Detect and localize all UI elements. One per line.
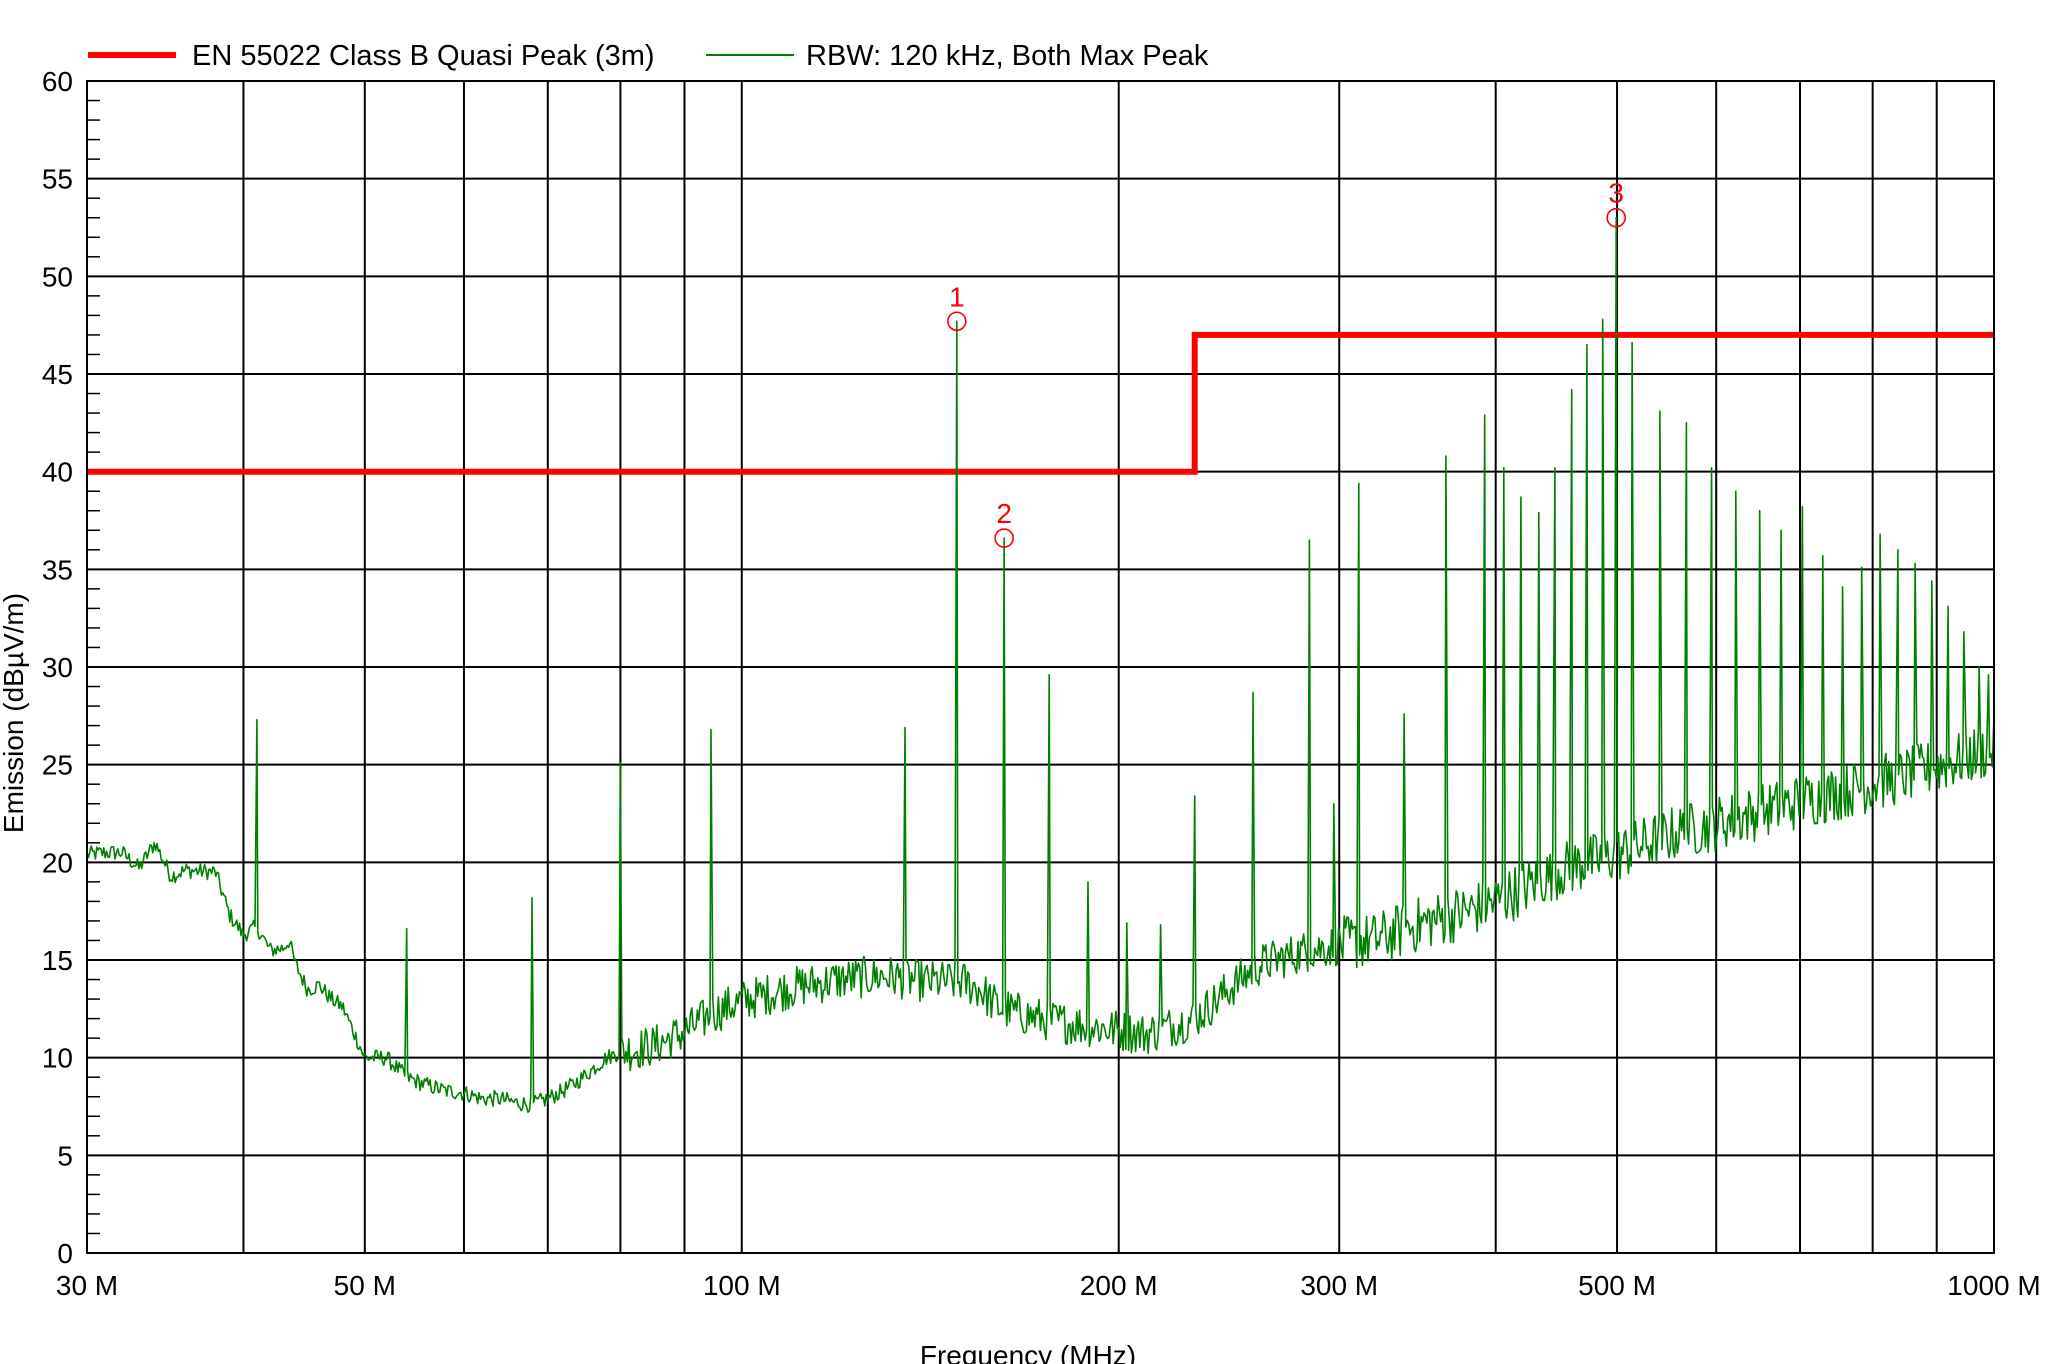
peak-marker-circle: [994, 528, 1014, 548]
plot-frame: [86, 80, 1995, 1254]
y-tick-label: 55: [42, 164, 73, 195]
grid: [86, 80, 1995, 1254]
peak-marker-label: 1: [949, 281, 965, 312]
y-tick-label: 20: [42, 847, 73, 878]
y-tick-label: 35: [42, 554, 73, 585]
x-tick-label: 1000 M: [1947, 1270, 2040, 1301]
limit-line: [87, 331, 1994, 475]
y-tick-label: 45: [42, 359, 73, 390]
legend-label-trace: RBW: 120 kHz, Both Max Peak: [806, 40, 1209, 72]
y-tick-label: 0: [57, 1238, 73, 1269]
y-tick-label: 60: [42, 66, 73, 97]
y-tick-label: 15: [42, 945, 73, 976]
x-axis-label: Frequency (MHz): [920, 1340, 1136, 1364]
peak-marker-label: 2: [996, 498, 1012, 529]
peak-marker-circle: [1606, 207, 1626, 228]
x-tick-label: 200 M: [1080, 1270, 1158, 1301]
y-axis-label: Emission (dBµV/m): [0, 593, 29, 833]
series-layer: [86, 216, 1995, 1113]
peak-marker-label: 3: [1608, 178, 1624, 209]
legend-label-limit: EN 55022 Class B Quasi Peak (3m): [192, 40, 655, 72]
peak-marker-circle: [947, 311, 967, 332]
y-tick-label: 40: [42, 457, 73, 488]
x-tick-label: 300 M: [1300, 1270, 1378, 1301]
y-tick-label: 5: [57, 1140, 73, 1171]
x-tick-labels: 30 M 50 M 100 M 200 M 300 M 500 M 1000 M: [56, 1270, 2041, 1301]
legend: EN 55022 Class B Quasi Peak (3m) RBW: 12…: [88, 40, 1209, 72]
y-tick-label: 25: [42, 750, 73, 781]
x-tick-label: 30 M: [56, 1270, 118, 1301]
minor-ticks: [87, 99, 100, 1235]
y-tick-label: 10: [42, 1043, 73, 1074]
y-tick-label: 50: [42, 261, 73, 292]
x-tick-label: 100 M: [703, 1270, 781, 1301]
markers: 1 2 3: [947, 178, 1626, 548]
x-tick-label: 50 M: [334, 1270, 396, 1301]
x-tick-label: 500 M: [1578, 1270, 1656, 1301]
y-tick-labels: 0 5 10 15 20 25 30 35 40 45 50 55 60: [42, 66, 73, 1269]
y-tick-label: 30: [42, 652, 73, 683]
emission-trace: [86, 216, 1995, 1113]
